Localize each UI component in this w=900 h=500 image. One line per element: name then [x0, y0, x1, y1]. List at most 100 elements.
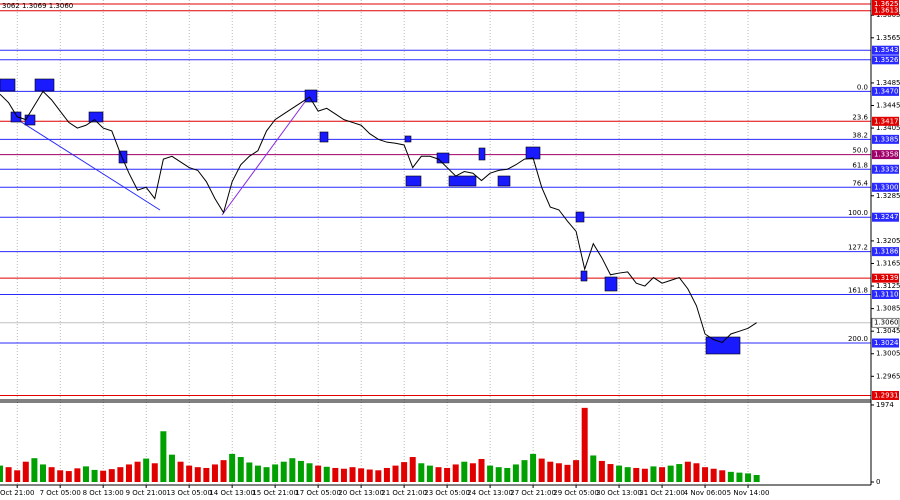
volume-bar — [237, 457, 244, 482]
x-tick-label: 29 Oct 05:00 — [553, 489, 599, 497]
volume-bar — [48, 467, 55, 482]
level-label-box — [872, 0, 899, 9]
volume-bar — [573, 460, 580, 482]
volume-bar — [160, 431, 167, 482]
trend-line — [221, 94, 311, 216]
level-label-box — [872, 6, 899, 16]
level-label: 1.3543 — [874, 46, 899, 54]
volume-bar — [495, 467, 502, 482]
fib-label: 50.0 — [852, 147, 868, 155]
level-label-box — [872, 182, 899, 192]
volume-bar — [736, 472, 743, 482]
level-label: 1.3110 — [874, 290, 899, 298]
level-label: 1.3024 — [874, 339, 899, 347]
volume-bar — [272, 464, 279, 482]
marker — [88, 111, 104, 123]
volume-bar — [659, 467, 666, 482]
x-tick-label: 13 Oct 05:00 — [166, 489, 212, 497]
fib-label: 0.0 — [857, 83, 868, 91]
volume-bar — [203, 467, 210, 482]
volume-bar — [168, 454, 175, 482]
volume-bar — [426, 465, 433, 482]
y-tick-label: 1.3445 — [876, 102, 900, 110]
volume-bar — [57, 470, 64, 482]
volume-bar — [504, 467, 511, 482]
marker — [34, 78, 55, 92]
level-label-box — [872, 273, 899, 283]
fib-label: 100.0 — [848, 209, 868, 217]
volume-bar — [547, 461, 554, 482]
volume-bar — [401, 462, 408, 482]
x-tick-label: 17 Oct 05:00 — [295, 489, 341, 497]
level-label-box — [872, 45, 899, 55]
marker — [604, 276, 618, 292]
volume-bar — [358, 468, 365, 482]
volume-bar — [31, 458, 38, 482]
price-line — [0, 90, 757, 344]
marker — [525, 146, 541, 160]
volume-bar — [702, 467, 709, 482]
volume-bar — [487, 465, 494, 482]
volume-bar — [684, 461, 691, 482]
volume-bar — [323, 466, 330, 482]
volume-bar — [607, 464, 614, 482]
volume-bar — [39, 464, 46, 482]
volume-bar — [598, 460, 605, 482]
volume-bar — [624, 467, 631, 482]
volume-bar — [306, 463, 313, 482]
marker — [448, 175, 477, 187]
marker — [10, 111, 22, 123]
volume-bar — [340, 468, 347, 482]
volume-bar — [134, 461, 141, 482]
volume-bar — [246, 462, 253, 482]
volume-bar — [444, 467, 451, 482]
level-label: 1.3300 — [874, 183, 899, 191]
volume-bar — [564, 464, 571, 482]
y-tick-label: 1.3045 — [876, 327, 900, 335]
marker — [705, 336, 741, 355]
level-label-box — [872, 164, 899, 174]
fib-label: 127.2 — [848, 244, 868, 252]
x-tick-label: 5 Nov 14:00 — [727, 489, 770, 497]
volume-bar — [366, 469, 373, 482]
volume-bar — [581, 407, 588, 482]
level-label: 1.3186 — [874, 248, 899, 256]
header: 3062 1.3069 1.3060 — [2, 2, 73, 10]
volume-bar — [435, 467, 442, 482]
level-label-box — [872, 86, 899, 96]
marker — [319, 131, 329, 143]
y-tick-label: 1.3485 — [876, 79, 900, 87]
volume-tick-label: 0 — [876, 478, 880, 486]
level-label-box — [872, 338, 899, 348]
level-label: 1.3385 — [874, 135, 899, 143]
level-label: 1.2931 — [874, 391, 899, 399]
volume-bar — [555, 463, 562, 482]
level-label: 1.3526 — [874, 56, 899, 64]
volume-bar — [74, 468, 81, 482]
trend-line — [14, 117, 161, 211]
volume-bar — [297, 460, 304, 482]
level-label-box — [872, 212, 899, 222]
marker — [575, 211, 585, 223]
marker — [118, 150, 128, 164]
x-tick-label: 7 Oct 05:00 — [40, 489, 81, 497]
level-label-box — [872, 390, 899, 400]
y-tick-label: 1.3605 — [876, 11, 900, 19]
marker — [24, 114, 36, 126]
volume-bar — [254, 465, 261, 482]
fib-label: 161.8 — [848, 286, 868, 294]
volume-bar — [125, 464, 132, 482]
x-tick-label: Oct 21:00 — [0, 489, 34, 497]
volume-bar — [676, 464, 683, 482]
y-tick-label: 1.3565 — [876, 34, 900, 42]
volume-bar — [280, 461, 287, 482]
volume-bar — [745, 473, 752, 482]
level-label: 1.3470 — [874, 87, 899, 95]
volume-bar — [289, 458, 296, 482]
volume-bar — [229, 453, 236, 482]
volume-bar — [753, 474, 760, 482]
fib-label: 61.8 — [852, 161, 868, 169]
x-tick-label: 9 Oct 21:00 — [126, 489, 167, 497]
level-label: 1.3625 — [874, 0, 899, 8]
y-tick-label: 1.3005 — [876, 350, 900, 358]
